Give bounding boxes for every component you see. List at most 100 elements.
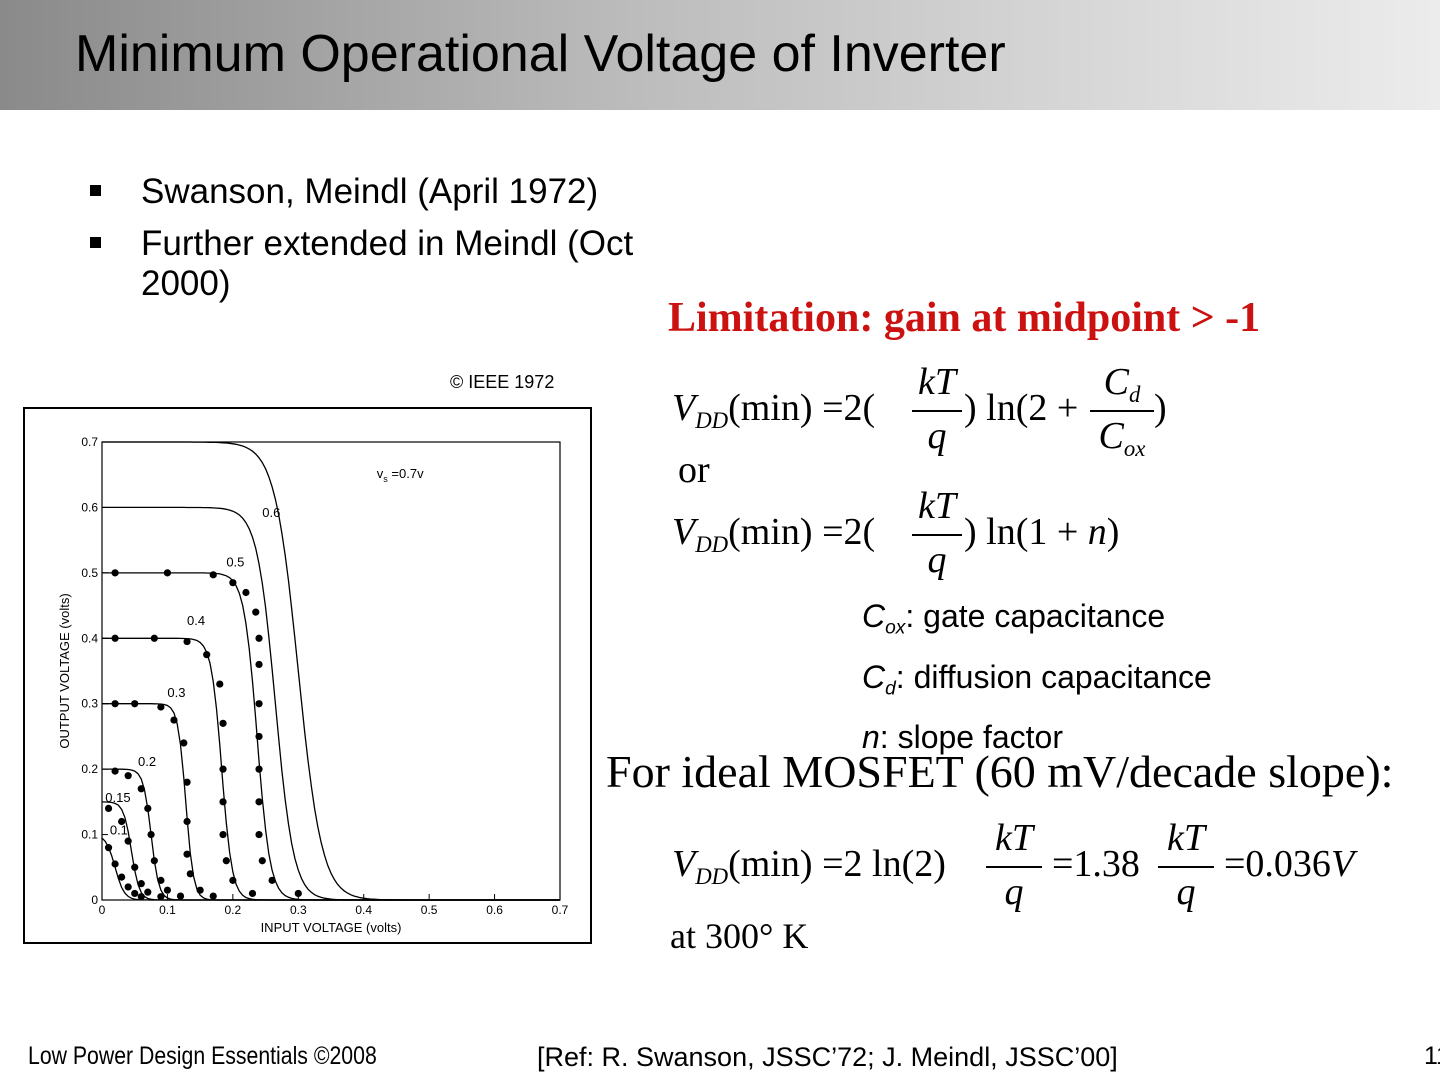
data-point [137,785,145,793]
eq3-frac1-kt-q: kT q [986,816,1042,926]
data-point [252,608,260,616]
copyright-note: © IEEE 1972 [450,372,555,392]
curve-label-0.5: 0.5 [226,554,244,569]
vtc-chart: 0 0.1 0.2 0.3 0.4 0.5 0.6 0.7 0 0.1 0.2 0.3 0.4 0.5 0.… [57,435,569,935]
data-point [111,767,119,775]
data-point [219,765,227,773]
data-point [203,651,211,659]
vtc-curve-0.2 [102,768,560,901]
data-point [157,876,165,884]
data-point [255,634,263,642]
y-tick-label: 0.1 [81,828,98,842]
y-tick-label: 0.5 [81,566,98,580]
data-point [209,892,217,900]
eq1-frac-cd-cox: Cd Cox [1090,360,1154,470]
data-point [183,817,191,826]
bullet-square-icon [90,237,101,248]
x-tick-label: 0.1 [159,903,176,917]
y-tick-label: 0.2 [81,762,98,776]
eq2-lhs: VDD(min) =2( [672,511,876,557]
data-point [118,873,126,881]
bullet-square-icon [90,185,101,196]
definition-cox: Cox: gate capacitance [862,598,1166,639]
data-point [255,660,263,669]
temperature-note: at 300° K [670,916,809,956]
curve-label-0.6: 0.6 [262,505,280,520]
x-axis-label: INPUT VOLTAGE (volts) [261,920,402,935]
eq3-end: =0.036V [1224,843,1355,885]
data-point [150,634,158,642]
data-point [111,860,119,868]
data-point [137,893,145,901]
title-bar [0,0,1440,110]
eq3-frac2-kt-q: kT q [1158,816,1214,926]
vtc-curve-0.5 [102,572,560,901]
y-tick-label: 0.4 [81,631,98,645]
y-tick-label: 0.7 [81,435,98,449]
curve-label-0.15: 0.15 [105,790,130,805]
curve-label-0.1: 0.1 [110,823,128,838]
or-text: or [678,449,710,491]
data-point [104,844,113,852]
data-point [255,700,263,708]
data-point [248,889,257,898]
data-point [242,588,250,597]
data-point [163,886,172,894]
limitation-text: Limitation: gain at midpoint > -1 [668,295,1261,341]
data-point [111,700,119,708]
x-tick-label: 0.5 [421,903,438,917]
data-point [163,569,172,577]
x-tick-label: 0 [99,903,106,917]
list-item: Swanson, Meindl (April 1972) [88,172,688,212]
ideal-mosfet-text: For ideal MOSFET (60 mV/decade slope): [606,746,1394,797]
eq1-lhs: VDD(min) =2( [672,387,876,433]
eq3-mid: =1.38 [1052,843,1140,885]
data-point [144,888,152,896]
data-point [258,857,266,865]
curve-label-0.2: 0.2 [138,754,156,769]
data-point [255,765,263,773]
data-point [183,637,191,646]
y-tick-label: 0.3 [81,697,98,711]
data-point [219,798,227,806]
eq1-frac-kt-q: kT q [912,360,962,470]
data-point [186,870,194,878]
footer-reference: [Ref: R. Swanson, JSSC’72; J. Meindl, JS… [537,1042,1118,1072]
data-point [255,798,263,806]
data-point [209,571,217,579]
data-point [294,889,302,898]
bullet-text: Swanson, Meindl (April 1972) [141,172,599,211]
list-item: Further extended in Meindl (Oct 2000) [88,224,688,304]
data-point [255,732,263,741]
data-point [268,876,276,884]
vtc-curve-0.3 [102,703,560,901]
data-point [157,893,165,901]
data-point [124,883,132,891]
footer-course-title: Low Power Design Essentials ©2008 [28,1042,377,1070]
data-point [147,830,155,839]
vtc-curve-0.7 [102,441,560,901]
definitions: Cox: gate capacitance Cd: diffusion capa… [862,592,1212,761]
data-point [111,634,119,642]
vtc-figure: 0 0.1 0.2 0.3 0.4 0.5 0.6 0.7 0 0.1 0.2 0.3 0.4 0.5 0.… [23,407,592,944]
data-point [131,700,139,708]
data-point [144,804,152,812]
chart-annotation: vs =0.7v [377,466,424,484]
eq3-lhs: VDD(min) =2 ln(2) [672,843,946,889]
data-point [124,772,132,780]
data-point [219,719,227,727]
x-tick-label: 0.4 [355,903,372,917]
y-tick-label: 0.6 [81,500,98,514]
data-point [229,876,237,884]
data-point [219,830,227,839]
bullet-list: Swanson, Meindl (April 1972) Further ext… [88,172,688,316]
y-tick-label: 0 [91,893,98,907]
data-point [180,739,188,747]
vtc-curve-0.15 [101,801,560,901]
page-number: 11 [1424,1042,1440,1070]
eq1-end: ) [1154,387,1167,429]
x-tick-label: 0.6 [486,903,503,917]
plot-frame [101,441,561,901]
data-point [131,863,139,871]
page-title: Minimum Operational Voltage of Inverter [75,25,1006,83]
